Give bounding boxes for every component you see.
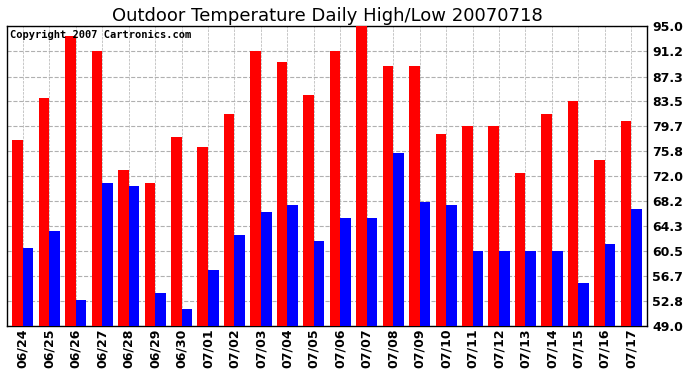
Bar bbox=[435, 134, 446, 326]
Bar bbox=[515, 173, 526, 326]
Bar bbox=[12, 140, 23, 326]
Bar bbox=[224, 114, 235, 326]
Bar bbox=[76, 300, 86, 326]
Bar bbox=[473, 251, 483, 326]
Bar bbox=[155, 293, 166, 326]
Bar bbox=[356, 27, 367, 326]
Bar bbox=[605, 244, 615, 326]
Bar bbox=[65, 36, 76, 326]
Bar bbox=[304, 95, 314, 326]
Bar bbox=[552, 251, 562, 326]
Bar bbox=[277, 62, 287, 326]
Bar bbox=[499, 251, 510, 326]
Bar bbox=[420, 202, 431, 326]
Bar bbox=[250, 51, 261, 326]
Bar bbox=[568, 101, 578, 326]
Bar bbox=[393, 153, 404, 326]
Bar bbox=[39, 98, 49, 326]
Bar bbox=[171, 137, 181, 326]
Bar bbox=[489, 126, 499, 326]
Bar bbox=[631, 209, 642, 326]
Bar bbox=[330, 51, 340, 326]
Bar bbox=[594, 160, 605, 326]
Bar bbox=[92, 51, 102, 326]
Bar bbox=[23, 248, 33, 326]
Bar bbox=[208, 270, 219, 326]
Bar bbox=[383, 66, 393, 326]
Bar bbox=[542, 114, 552, 326]
Bar bbox=[102, 183, 112, 326]
Bar bbox=[261, 212, 271, 326]
Bar bbox=[197, 147, 208, 326]
Bar bbox=[128, 186, 139, 326]
Bar bbox=[144, 183, 155, 326]
Bar bbox=[409, 66, 420, 326]
Title: Outdoor Temperature Daily High/Low 20070718: Outdoor Temperature Daily High/Low 20070… bbox=[112, 7, 542, 25]
Bar bbox=[340, 218, 351, 326]
Bar bbox=[181, 309, 192, 326]
Bar bbox=[314, 241, 324, 326]
Bar bbox=[446, 206, 457, 326]
Bar bbox=[118, 170, 128, 326]
Bar bbox=[235, 235, 245, 326]
Bar bbox=[526, 251, 536, 326]
Bar bbox=[578, 284, 589, 326]
Bar bbox=[367, 218, 377, 326]
Text: Copyright 2007 Cartronics.com: Copyright 2007 Cartronics.com bbox=[10, 30, 191, 39]
Bar bbox=[621, 121, 631, 326]
Bar bbox=[462, 126, 473, 326]
Bar bbox=[287, 206, 298, 326]
Bar bbox=[49, 231, 60, 326]
